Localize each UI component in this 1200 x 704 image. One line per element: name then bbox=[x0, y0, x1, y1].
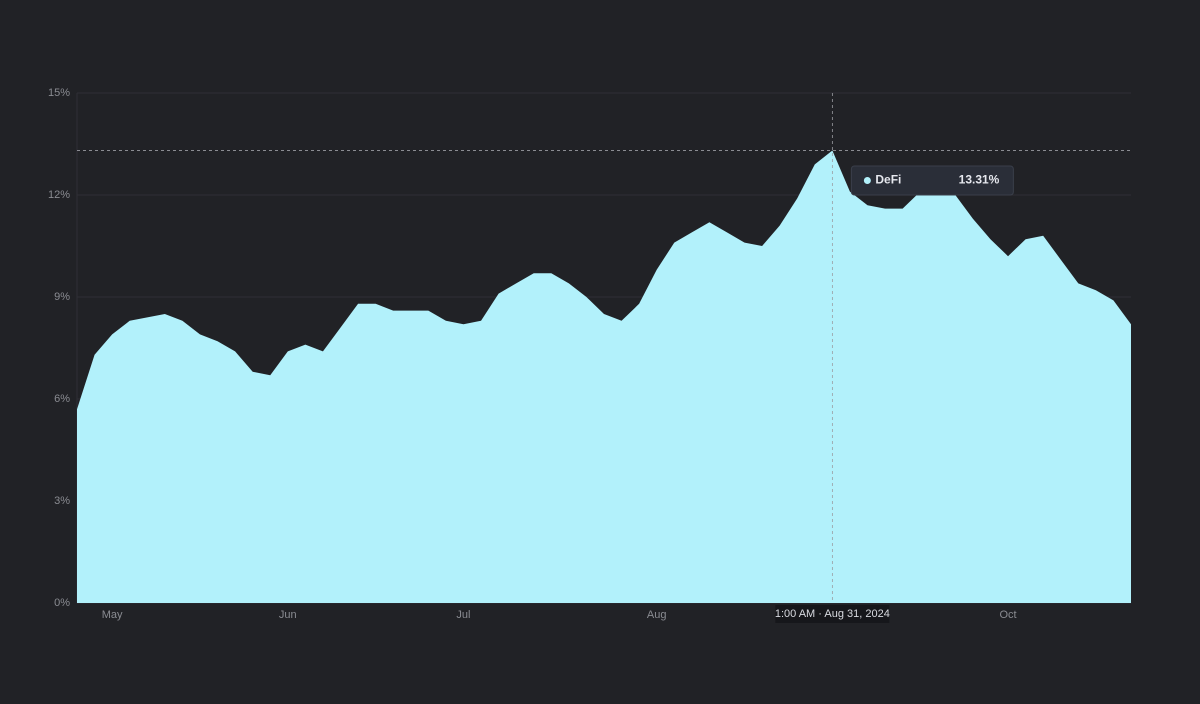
area bbox=[77, 150, 1131, 603]
x-tick-label: Jun bbox=[279, 609, 297, 621]
tooltip-dot bbox=[863, 177, 871, 184]
tooltip-value: 13.31% bbox=[959, 173, 1000, 187]
tooltip-box bbox=[850, 165, 1014, 196]
x-crosshair-label-text: 1:00 AM · Aug 31, 2024 bbox=[775, 608, 890, 620]
x-tick-label: Jul bbox=[456, 609, 470, 621]
tooltip-series: DeFi bbox=[875, 173, 901, 187]
tooltip: DeFi 13.31% bbox=[850, 165, 1014, 196]
x-crosshair-label: 1:00 AM · Aug 31, 2024 bbox=[775, 605, 890, 623]
y-tick-label: 9% bbox=[54, 291, 70, 303]
x-crosshair-label-box bbox=[775, 605, 890, 623]
y-tick-label: 12% bbox=[48, 189, 70, 201]
y-tick-label: 0% bbox=[54, 597, 70, 609]
y-tick-label: 15% bbox=[48, 87, 70, 99]
y-tick-label: 6% bbox=[54, 393, 70, 405]
x-tick-label: May bbox=[102, 609, 123, 621]
x-tick-label: Aug bbox=[647, 609, 667, 621]
x-tick-label: Oct bbox=[999, 609, 1016, 621]
y-tick-label: 3% bbox=[54, 495, 70, 507]
